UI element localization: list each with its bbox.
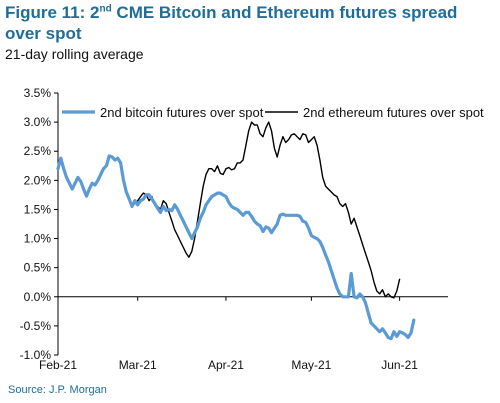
chart-series [56, 121, 416, 341]
legend-item-ethereum-label: 2nd ethereum futures over spot [303, 105, 484, 120]
chart-axes: -1.0% -0.5% 0.0% 0.5% 1.0% 1.5% 2.0% 2.5% 3.0% 3.… [20, 86, 448, 372]
y-tick-label: -0.5% [20, 319, 52, 333]
x-tick-label: Jun-21 [381, 358, 418, 372]
chart-title: Figure 11: 2nd CME Bitcoin and Ethereum … [5, 2, 495, 44]
source-note: Source: J.P. Morgan [8, 384, 107, 396]
chart-title-suffix: CME Bitcoin and Ethereum futures spread … [5, 3, 458, 43]
legend-item-bitcoin-label: 2nd bitcoin futures over spot [100, 105, 264, 120]
y-tick-label: 0.5% [24, 261, 52, 275]
x-tick-label: Mar-21 [119, 358, 157, 372]
y-tick-label: 1.0% [24, 232, 52, 246]
chart-title-superscript: nd [99, 3, 112, 15]
y-tick-label: 3.0% [24, 115, 52, 129]
y-tick-label: 1.5% [24, 202, 52, 216]
y-tick-label: 3.5% [24, 86, 52, 100]
series-line-ethereum [134, 121, 401, 299]
chart-subtitle: 21-day rolling average [5, 46, 144, 62]
chart-title-prefix: Figure 11: 2 [5, 3, 100, 22]
y-tick-label: 2.5% [24, 144, 52, 158]
y-tick-label: 2.0% [24, 173, 52, 187]
x-tick-label: May-21 [291, 358, 331, 372]
x-tick-label: Apr-21 [208, 358, 244, 372]
chart-header: Figure 11: 2nd CME Bitcoin and Ethereum … [5, 2, 495, 64]
y-tick-label: 0.0% [24, 290, 52, 304]
x-tick-label: Feb-21 [39, 358, 77, 372]
series-line-bitcoin [56, 154, 416, 341]
chart-legend: 2nd bitcoin futures over spot 2nd ethereu… [62, 105, 484, 120]
y-tick-label: -1.0% [20, 348, 52, 362]
